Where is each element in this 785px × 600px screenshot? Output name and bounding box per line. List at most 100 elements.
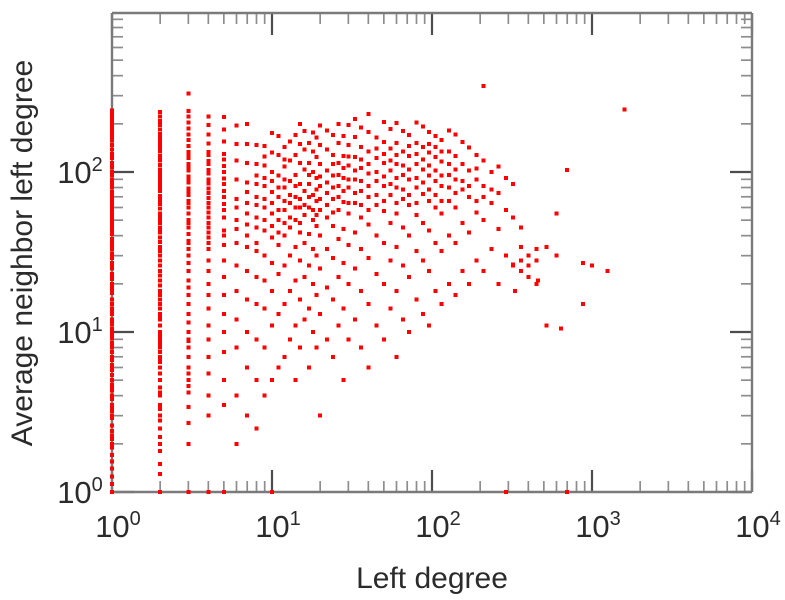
data-point [206, 337, 211, 342]
data-point [336, 121, 341, 126]
data-point [110, 247, 114, 252]
data-point [496, 190, 501, 195]
data-point [374, 272, 379, 277]
y-tick-label: 102 [57, 154, 103, 190]
data-point [306, 231, 311, 236]
data-point [282, 185, 287, 190]
data-point [262, 183, 267, 188]
data-point [221, 490, 226, 494]
data-point [110, 326, 114, 331]
data-point [186, 114, 191, 119]
data-point [186, 278, 191, 283]
data-point [110, 330, 114, 334]
data-point [158, 206, 163, 211]
data-point [526, 253, 531, 258]
data-point [110, 110, 114, 115]
data-point [433, 240, 438, 245]
data-point [206, 240, 211, 245]
data-point [158, 490, 163, 494]
data-point [262, 228, 267, 233]
data-point [206, 221, 211, 225]
data-point [110, 367, 114, 372]
data-point [460, 162, 465, 167]
x-tick-labels: 100 101 102 103 104 [95, 508, 781, 544]
x-tick-label: 100 [95, 508, 141, 544]
data-point [110, 459, 114, 464]
data-point [110, 345, 114, 350]
data-point [158, 278, 163, 283]
data-point [206, 123, 211, 128]
data-point [366, 194, 371, 199]
data-point [158, 196, 163, 201]
data-point [254, 301, 259, 306]
data-point [318, 162, 323, 167]
data-point [254, 426, 259, 431]
data-point [341, 175, 346, 180]
data-point [336, 237, 341, 242]
data-point [439, 173, 444, 178]
data-point [293, 172, 298, 177]
data-point [186, 247, 191, 252]
data-point [110, 131, 114, 136]
data-point [110, 185, 114, 190]
data-point [276, 173, 281, 178]
data-point [314, 198, 319, 203]
data-point [352, 135, 357, 140]
data-point [254, 275, 259, 280]
data-point [298, 230, 303, 235]
data-point [110, 429, 114, 434]
data-point [221, 275, 226, 280]
data-point [324, 247, 329, 252]
data-point [206, 162, 211, 167]
data-point [186, 205, 191, 210]
data-point [293, 278, 298, 283]
data-point [453, 132, 458, 137]
data-point [206, 247, 211, 252]
data-point [110, 227, 114, 232]
data-point [110, 409, 114, 414]
data-point [221, 378, 226, 383]
data-point [388, 221, 393, 225]
data-point [221, 207, 226, 212]
data-point [282, 145, 287, 150]
data-point [186, 260, 191, 265]
data-point [565, 490, 570, 494]
data-point [186, 109, 191, 114]
data-point [318, 196, 323, 201]
data-point [221, 176, 226, 181]
data-point [186, 293, 191, 298]
data-point [366, 162, 371, 167]
data-point [270, 235, 274, 240]
data-point [221, 127, 226, 132]
data-point [186, 420, 191, 425]
data-point [453, 167, 458, 172]
data-point [401, 263, 406, 268]
data-point [460, 221, 465, 225]
data-point [110, 151, 114, 156]
data-point [381, 209, 386, 214]
x-axis-title: Left degree [356, 562, 508, 595]
data-point [394, 140, 399, 145]
data-point [306, 306, 311, 311]
data-point [110, 251, 114, 256]
data-point [110, 143, 114, 148]
data-point [110, 163, 114, 168]
data-point [158, 413, 163, 418]
data-point [206, 306, 211, 311]
data-point [324, 285, 329, 290]
data-point [421, 157, 426, 162]
data-point [254, 215, 259, 220]
data-point [474, 210, 479, 215]
data-point [314, 223, 319, 228]
data-point [381, 151, 386, 156]
data-point [324, 337, 329, 342]
data-point [221, 349, 226, 354]
data-point [414, 249, 419, 254]
data-point [158, 426, 163, 431]
data-point [401, 317, 406, 322]
data-point [407, 177, 412, 182]
data-point [110, 281, 114, 286]
data-point [110, 322, 114, 327]
data-points [110, 83, 627, 494]
